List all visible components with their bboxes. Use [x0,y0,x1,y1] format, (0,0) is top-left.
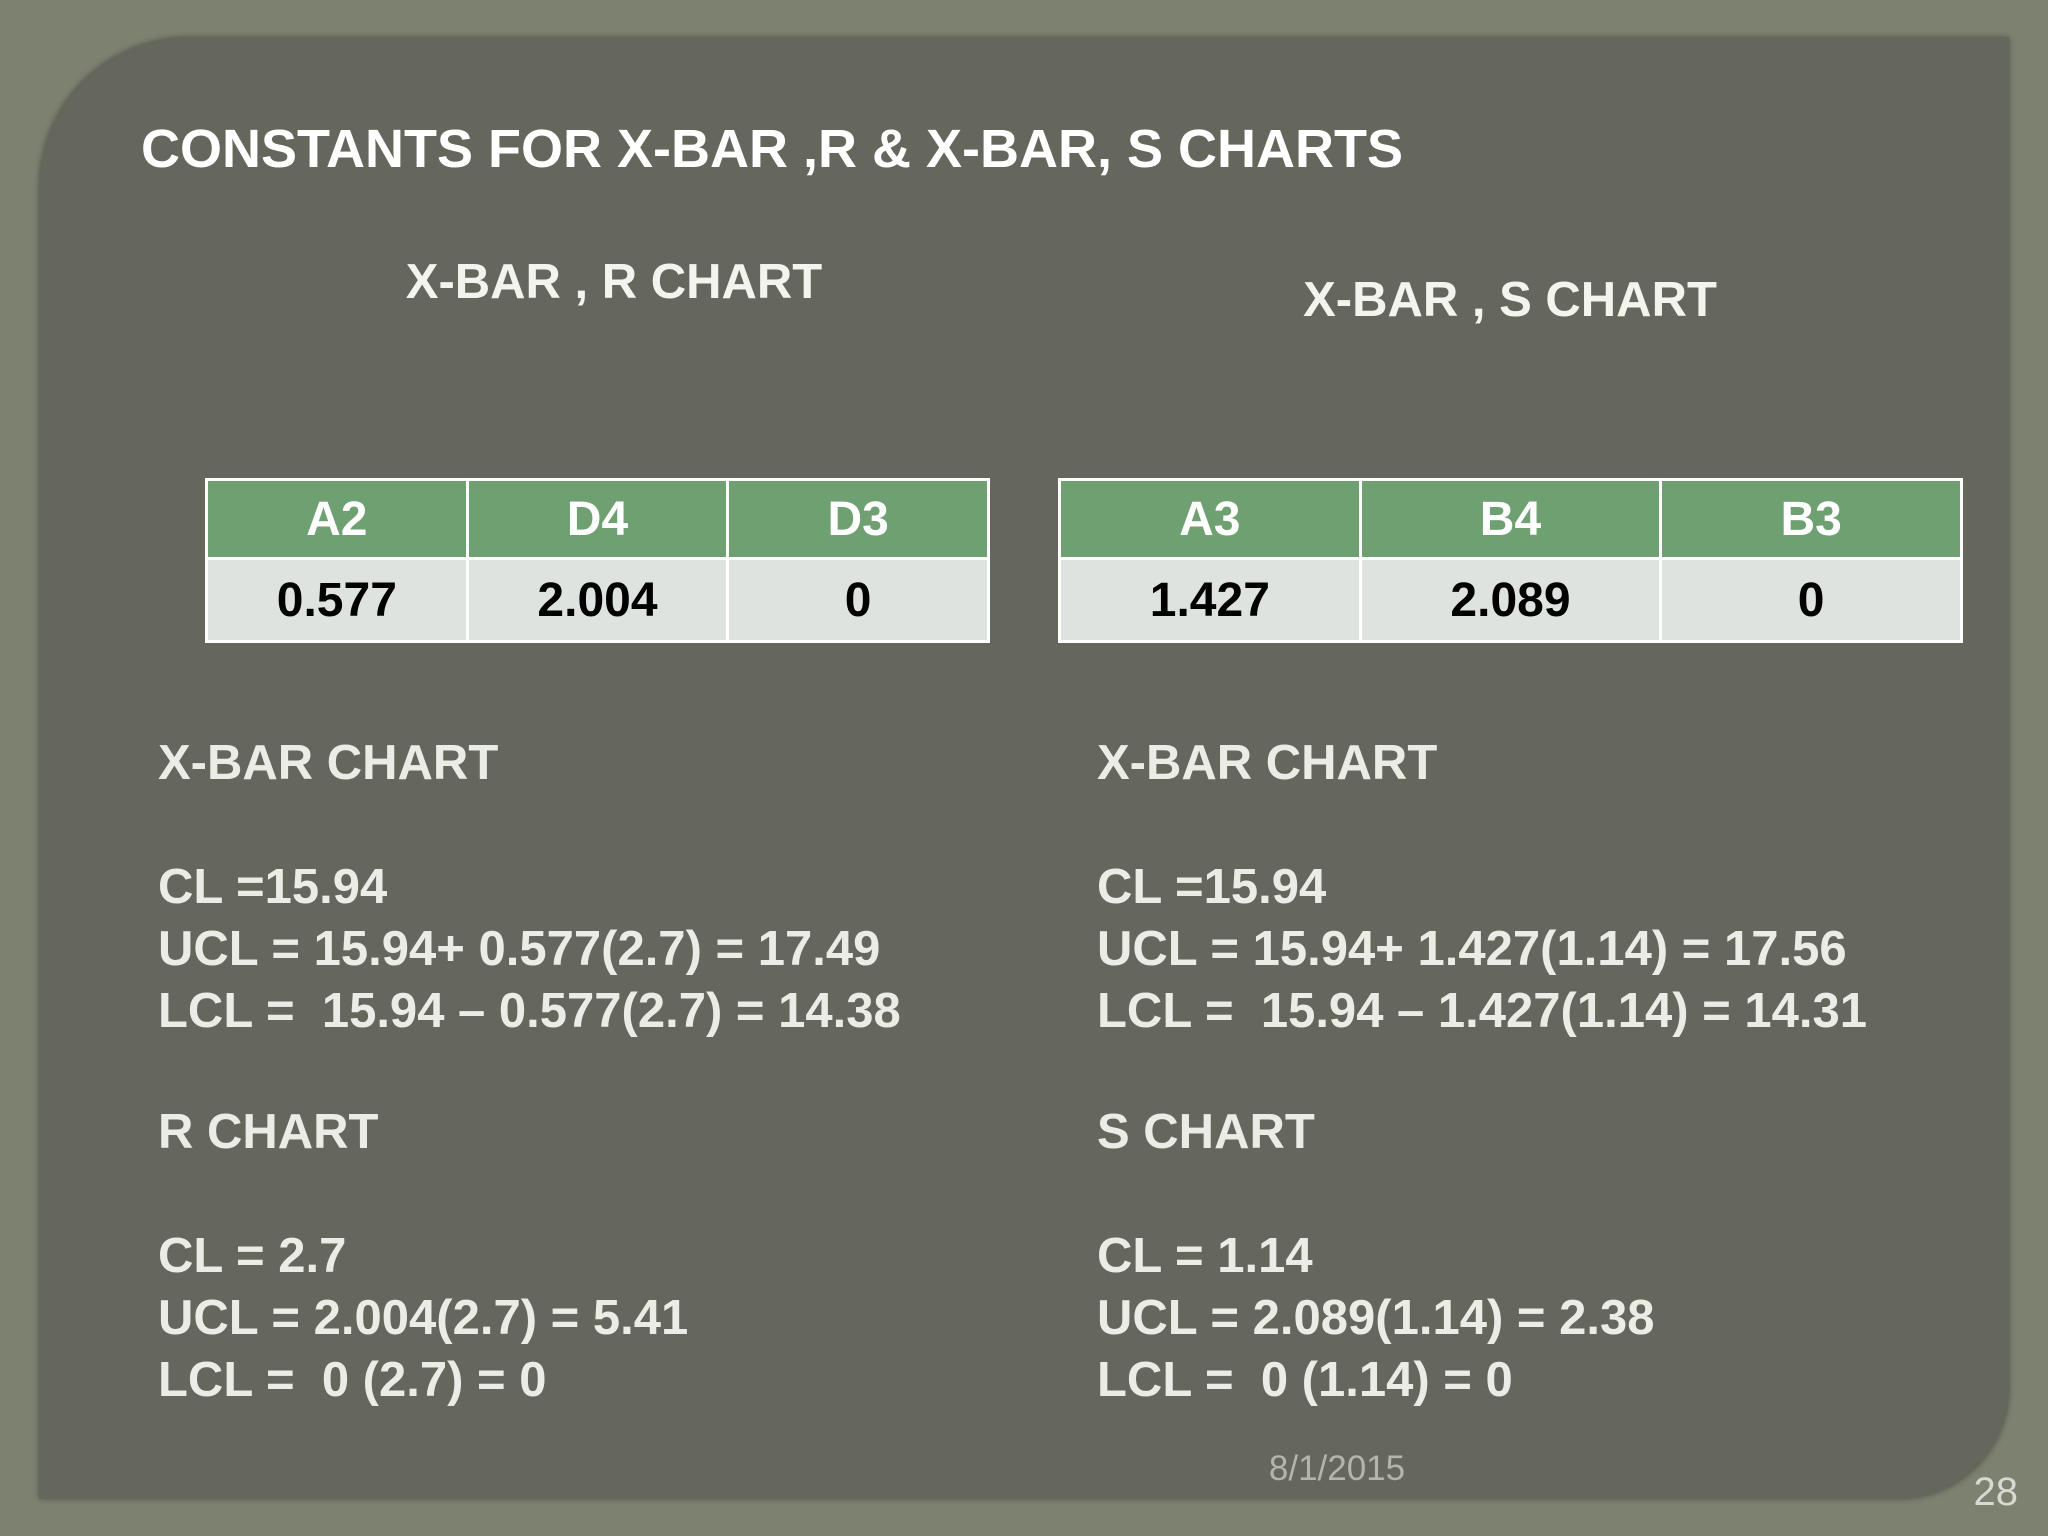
formula-line: CL =15.94 [1097,860,1327,914]
value-cell: 0 [1659,557,1963,643]
section-heading: X-BAR , R CHART [405,255,823,309]
header-cell: B4 [1358,478,1663,560]
value-cell: 2.089 [1358,557,1663,643]
value-row: 1.427 2.089 0 [1058,557,1963,643]
header-cell: A2 [205,478,469,560]
header-row: A2 D4 D3 [205,478,990,560]
constants-table: A2 D4 D3 0.577 2.004 0 [205,478,990,643]
formula-line: UCL = 15.94+ 1.427(1.14) = 17.56 [1097,922,1847,976]
formula-line: UCL = 15.94+ 0.577(2.7) = 17.49 [158,922,881,976]
header-cell: D3 [726,478,990,560]
formula-line: CL = 2.7 [158,1229,347,1283]
block-heading: R CHART [158,1105,379,1159]
panel [39,37,2009,1499]
block-heading: S CHART [1097,1105,1315,1159]
block-heading: X-BAR CHART [1097,736,1438,790]
block-heading: X-BAR CHART [158,736,499,790]
title: CONSTANTS FOR X-BAR ,R & X-BAR, S CHARTS [141,119,1403,179]
header-cell: A3 [1058,478,1362,560]
page-number: 28 [1973,1470,2019,1514]
formula-line: UCL = 2.004(2.7) = 5.41 [158,1291,689,1345]
formula-line: LCL = 15.94 – 1.427(1.14) = 14.31 [1097,984,1868,1038]
value-cell: 1.427 [1058,557,1362,643]
value-cell: 2.004 [465,557,730,643]
date: 8/1/2015 [1268,1449,1406,1488]
formula-line: UCL = 2.089(1.14) = 2.38 [1097,1291,1655,1345]
header-row: A3 B4 B3 [1058,478,1963,560]
value-row: 0.577 2.004 0 [205,557,990,643]
header-cell: B3 [1659,478,1963,560]
formula-line: LCL = 15.94 – 0.577(2.7) = 14.38 [158,984,901,1038]
header-cell: D4 [465,478,730,560]
section-heading: X-BAR , S CHART [1303,273,1717,327]
formula-line: CL =15.94 [158,860,388,914]
constants-table: A3 B4 B3 1.427 2.089 0 [1058,478,1963,643]
formula-line: LCL = 0 (2.7) = 0 [158,1353,547,1407]
value-cell: 0.577 [205,557,469,643]
value-cell: 0 [726,557,990,643]
formula-line: LCL = 0 (1.14) = 0 [1097,1353,1513,1407]
formula-line: CL = 1.14 [1097,1229,1313,1283]
